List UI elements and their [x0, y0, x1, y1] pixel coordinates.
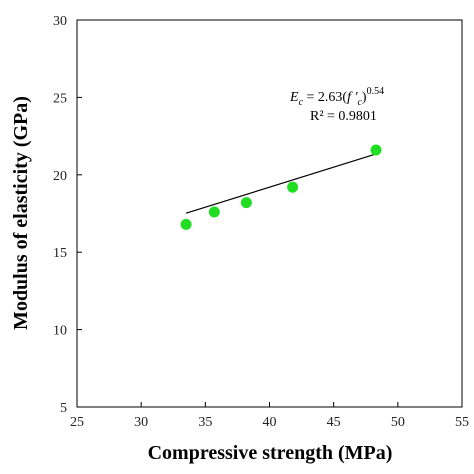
x-axis-ticks: 25 30 35 40 45 50 55	[70, 402, 469, 430]
trendline	[185, 153, 377, 214]
data-point	[208, 206, 220, 218]
y-tick-label: 15	[53, 246, 67, 261]
x-axis-title: Compressive strength (MPa)	[148, 442, 393, 464]
data-point	[287, 181, 299, 193]
x-tick-label: 40	[263, 415, 277, 430]
x-tick-label: 30	[134, 415, 148, 430]
data-points	[180, 144, 382, 230]
x-tick-label: 35	[198, 415, 212, 430]
y-tick-label: 5	[60, 401, 67, 416]
r-squared-annotation: R² = 0.9801	[310, 109, 377, 124]
data-point	[180, 218, 192, 230]
y-tick-label: 25	[53, 91, 67, 106]
plot-area	[76, 19, 463, 408]
x-tick-label: 45	[327, 415, 341, 430]
data-point	[240, 197, 252, 209]
x-tick-label: 25	[70, 415, 84, 430]
data-point	[370, 144, 382, 156]
y-axis-title: Modulus of elasticity (GPa)	[10, 96, 32, 330]
equation-annotation: Ec = 2.63(f 'c)0.54	[289, 86, 384, 108]
y-axis-ticks: 5 10 15 20 25 30	[53, 14, 82, 416]
x-tick-label: 50	[391, 415, 405, 430]
y-tick-label: 10	[53, 324, 67, 339]
y-tick-label: 20	[53, 169, 67, 184]
x-tick-label: 55	[455, 415, 469, 430]
y-tick-label: 30	[53, 14, 67, 29]
